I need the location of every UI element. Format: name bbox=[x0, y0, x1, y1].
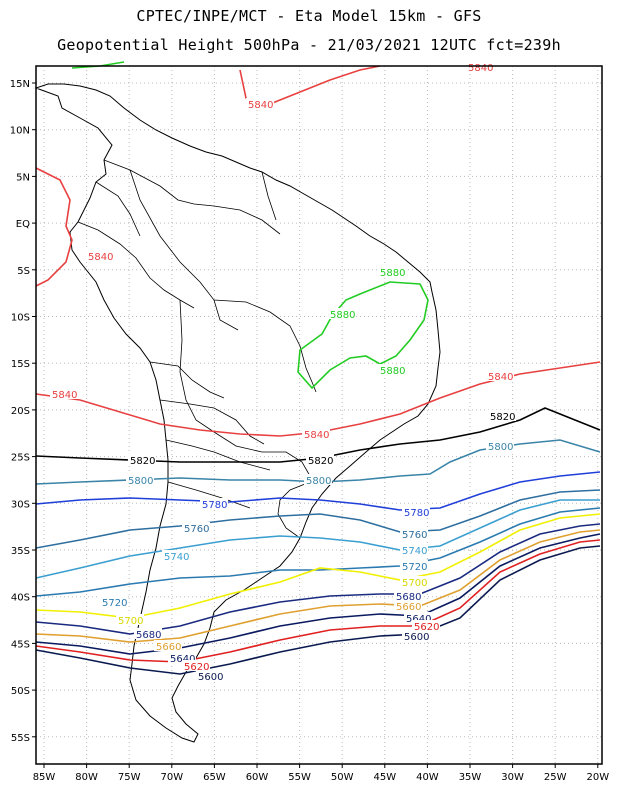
lat-tick-label: 50S bbox=[11, 686, 30, 697]
lat-tick-label: 15S bbox=[11, 359, 30, 370]
contour-5720 bbox=[35, 507, 601, 597]
chart-title-line1: CPTEC/INPE/MCT - Eta Model 15km - GFS bbox=[136, 7, 482, 25]
contour-label-5820-b: 5820 bbox=[308, 456, 333, 467]
contour-5640 bbox=[35, 533, 601, 655]
contour-label-5840-e: 5840 bbox=[488, 372, 513, 383]
contour-5620 bbox=[35, 539, 601, 663]
lat-tick-label: 35S bbox=[11, 546, 30, 557]
contour-label-5620-w: 5620 bbox=[184, 662, 209, 673]
contour-5660 bbox=[35, 529, 601, 643]
contour-label-5880-a: 5880 bbox=[380, 268, 405, 279]
contour-label-5840-top: 5840 bbox=[248, 100, 273, 111]
contour-label-5800-c: 5800 bbox=[306, 476, 331, 487]
contour-label-5880-c: 5880 bbox=[380, 366, 405, 377]
contour-label-5840-tr: 5840 bbox=[468, 63, 493, 74]
longitude-axis: 85W 80W 75W 70W 65W 60W 55W 50W 45W 40W 35W 30W 25W 2… bbox=[33, 764, 609, 783]
contour-label-5880-b: 5880 bbox=[330, 310, 355, 321]
contour-label-5660-w: 5660 bbox=[156, 642, 181, 653]
contour-label-5800-e: 5800 bbox=[488, 442, 513, 453]
lat-tick-label: 20S bbox=[11, 406, 30, 417]
lon-tick-label: 40W bbox=[416, 772, 439, 783]
contour-5600 bbox=[35, 545, 601, 675]
contour-label-5600-w: 5600 bbox=[198, 672, 223, 683]
lon-tick-label: 20W bbox=[586, 772, 609, 783]
lon-tick-label: 35W bbox=[459, 772, 482, 783]
contour-label-5780-e: 5780 bbox=[404, 508, 429, 519]
lon-tick-label: 55W bbox=[288, 772, 311, 783]
contour-label-5700-e: 5700 bbox=[402, 578, 427, 589]
lat-tick-label: 10N bbox=[10, 126, 30, 137]
lon-tick-label: 60W bbox=[246, 772, 269, 783]
contour-label-5680-w: 5680 bbox=[136, 630, 161, 641]
lon-tick-label: 85W bbox=[33, 772, 56, 783]
continent-outline bbox=[34, 83, 441, 743]
lat-tick-label: 10S bbox=[11, 313, 30, 324]
contour-label-5720-w: 5720 bbox=[102, 598, 127, 609]
lon-tick-label: 70W bbox=[160, 772, 183, 783]
contour-5760 bbox=[35, 489, 601, 549]
lat-tick-label: 55S bbox=[11, 733, 30, 744]
contour-label-5820-c: 5820 bbox=[130, 456, 155, 467]
contour-label-5760-w: 5760 bbox=[184, 524, 209, 535]
lat-tick-label: 30S bbox=[11, 499, 30, 510]
lat-tick-label: EQ bbox=[16, 219, 30, 230]
contour-label-5840-w: 5840 bbox=[52, 390, 77, 401]
contour-label-5820-e: 5820 bbox=[490, 412, 515, 423]
contour-5780 bbox=[35, 471, 601, 511]
lat-tick-label: 40S bbox=[11, 593, 30, 604]
contour-5740 bbox=[35, 499, 600, 579]
height-contours bbox=[35, 61, 601, 675]
lon-tick-label: 30W bbox=[501, 772, 524, 783]
lon-tick-label: 75W bbox=[118, 772, 141, 783]
lon-tick-label: 65W bbox=[203, 772, 226, 783]
contour-label-5740-w: 5740 bbox=[164, 552, 189, 563]
contour-label-5720-e: 5720 bbox=[402, 562, 427, 573]
contour-label-5840-nw: 5840 bbox=[88, 252, 113, 263]
contour-label-5780-w: 5780 bbox=[202, 500, 227, 511]
contour-label-5700-w: 5700 bbox=[118, 616, 143, 627]
lat-tick-label: 25S bbox=[11, 453, 30, 464]
lat-tick-label: 15N bbox=[10, 79, 30, 90]
south-america-coastline bbox=[34, 83, 441, 743]
lon-tick-label: 50W bbox=[331, 772, 354, 783]
latitude-axis: 15N 10N 5N EQ 5S 10S 15S 20S 25S 30S 35S 40S 45S 50S 5… bbox=[10, 79, 36, 744]
contour-label-5800-w: 5800 bbox=[128, 476, 153, 487]
lat-tick-label: 5N bbox=[16, 172, 30, 183]
lon-tick-label: 25W bbox=[544, 772, 567, 783]
contour-label-5760-e: 5760 bbox=[402, 530, 427, 541]
lon-tick-label: 80W bbox=[75, 772, 98, 783]
chart-title-line2: Geopotential Height 500hPa - 21/03/2021 … bbox=[57, 36, 561, 54]
contour-label-5640-w: 5640 bbox=[170, 654, 195, 665]
contour-label-5640-e: 5640 bbox=[406, 614, 431, 625]
contour-label-5600-e: 5600 bbox=[404, 632, 429, 643]
contour-label-5660-e: 5660 bbox=[396, 602, 421, 613]
contour-5840-nw bbox=[35, 167, 73, 287]
contour-label-5620-e: 5620 bbox=[414, 622, 439, 633]
contour-label-5840-c: 5840 bbox=[304, 430, 329, 441]
contour-label-5740-e: 5740 bbox=[402, 546, 427, 557]
lon-tick-label: 45W bbox=[373, 772, 396, 783]
contour-label-5680-e: 5680 bbox=[396, 592, 421, 603]
lat-tick-label: 45S bbox=[11, 639, 30, 650]
contour-5840 bbox=[35, 361, 601, 437]
map-frame bbox=[35, 65, 603, 765]
lat-tick-label: 5S bbox=[17, 266, 30, 277]
